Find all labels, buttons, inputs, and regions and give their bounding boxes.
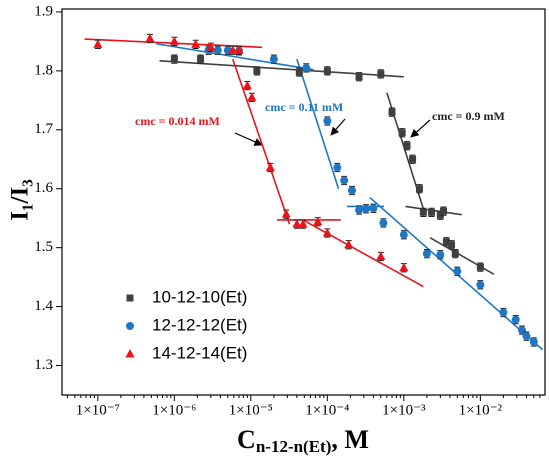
x-tick-label: 1×10⁻⁷ [76, 402, 120, 418]
marker [340, 176, 349, 185]
marker [453, 267, 462, 276]
marker [355, 73, 363, 81]
marker [409, 155, 417, 163]
y-tick-label: 1.4 [34, 298, 53, 314]
annotation: cmc = 0.9 mM [432, 109, 505, 123]
marker [403, 142, 411, 150]
marker [522, 332, 531, 341]
y-tick-label: 1.9 [34, 3, 53, 19]
marker [125, 349, 135, 358]
y-tick-label: 1.7 [34, 121, 53, 137]
marker [369, 204, 378, 213]
marker [377, 70, 385, 78]
marker [247, 92, 257, 101]
marker [355, 205, 364, 214]
marker [281, 209, 291, 218]
marker [242, 80, 252, 90]
marker [298, 219, 308, 228]
marker [302, 63, 311, 72]
marker [388, 108, 396, 116]
marker [323, 67, 331, 75]
marker [451, 250, 459, 258]
annotation: cmc = 0.014 mM [135, 114, 220, 128]
marker [169, 36, 179, 45]
x-tick-label: 1×10⁻² [459, 402, 503, 418]
arrow [234, 132, 263, 146]
y-axis-label: I₁/I₃ [7, 179, 34, 220]
x-axis-label: Cn-12-n(Et), M [237, 425, 369, 456]
marker [206, 42, 216, 51]
marker [344, 239, 354, 249]
marker [422, 249, 431, 258]
marker [213, 46, 222, 55]
legend-label: 10-12-10(Et) [152, 287, 247, 306]
y-tick-label: 1.8 [34, 62, 53, 78]
marker [379, 218, 388, 227]
marker [347, 186, 356, 195]
fit-line [302, 219, 424, 288]
marker [228, 45, 238, 54]
y-tick-label: 1.6 [34, 180, 53, 196]
legend-label: 12-12-12(Et) [152, 315, 247, 334]
x-label-sub: n-12-n(Et) [256, 437, 332, 456]
legend-label: 14-12-14(Et) [152, 343, 247, 362]
marker [323, 116, 332, 125]
marker [476, 263, 484, 271]
marker [197, 55, 205, 63]
marker [511, 315, 520, 324]
marker [145, 33, 155, 42]
plot-frame [61, 8, 546, 396]
marker [476, 280, 485, 289]
x-label-tail: , M [331, 425, 369, 454]
x-tick-label: 1×10⁻³ [382, 402, 426, 418]
y-tick-label: 1.3 [34, 357, 53, 373]
x-tick-label: 1×10⁻⁴ [305, 402, 349, 418]
fit-line [231, 58, 291, 225]
marker [428, 208, 436, 216]
x-tick-label: 1×10⁻⁶ [152, 402, 196, 418]
marker [361, 204, 370, 213]
marker [376, 251, 386, 261]
marker [398, 129, 406, 137]
marker [170, 55, 178, 63]
marker [295, 68, 303, 76]
arrow [410, 119, 431, 138]
x-label-main: C [237, 425, 256, 454]
marker [126, 322, 134, 330]
marker [440, 207, 448, 215]
marker [436, 211, 444, 219]
marker [529, 337, 538, 346]
marker [399, 230, 408, 239]
marker [436, 250, 445, 259]
marker [419, 208, 427, 216]
marker [191, 39, 201, 48]
marker [234, 45, 244, 54]
marker [253, 67, 261, 75]
x-tick-label: 1×10⁻⁵ [229, 402, 273, 418]
marker [399, 262, 409, 272]
marker [265, 162, 275, 172]
fit-line [296, 58, 340, 189]
marker [292, 219, 302, 228]
arrow [330, 118, 346, 136]
fit-line [159, 60, 404, 78]
marker [322, 227, 332, 237]
marker [126, 294, 134, 302]
fit-line [156, 42, 314, 71]
marker [499, 308, 508, 317]
marker [93, 39, 103, 48]
annotation: cmc = 0.11 mM [265, 100, 343, 114]
marker [269, 55, 278, 64]
marker [415, 185, 423, 193]
y-tick-label: 1.5 [34, 239, 53, 255]
marker [448, 241, 456, 249]
marker [313, 216, 323, 226]
marker [442, 238, 450, 246]
marker [333, 163, 342, 172]
